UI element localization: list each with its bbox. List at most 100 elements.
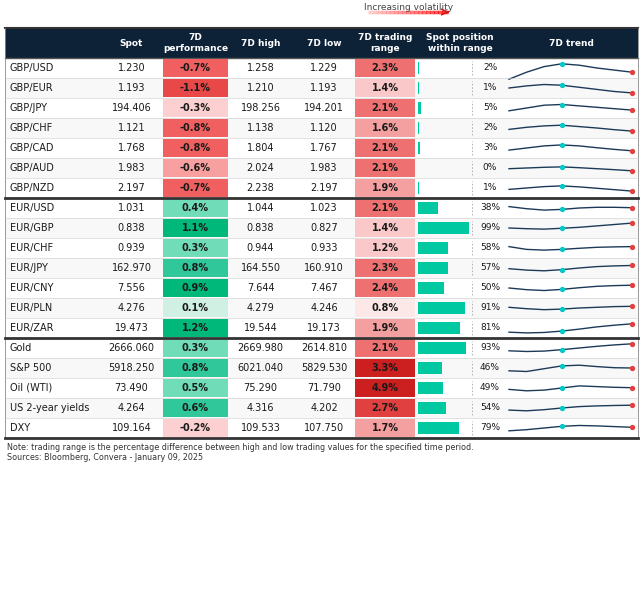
Bar [355,119,415,137]
Bar [163,199,228,217]
Text: EUR/JPY: EUR/JPY [10,263,48,273]
Text: 38%: 38% [480,203,500,212]
Text: EUR/GBP: EUR/GBP [10,223,53,233]
Bar [418,322,460,334]
Text: 2.238: 2.238 [247,183,275,193]
Text: -0.2%: -0.2% [180,423,211,433]
Bar [163,339,228,357]
Bar [418,402,446,414]
Text: DXY: DXY [10,423,30,433]
Text: 0.827: 0.827 [310,223,338,233]
Text: 7.556: 7.556 [118,283,145,293]
Text: 75.290: 75.290 [244,383,278,393]
Text: 0.5%: 0.5% [182,383,209,393]
Bar [5,398,638,418]
Text: US 2-year yields: US 2-year yields [10,403,89,413]
Bar [355,339,415,357]
Text: 0.933: 0.933 [311,243,338,253]
Text: 2.7%: 2.7% [372,403,399,413]
Text: EUR/PLN: EUR/PLN [10,303,52,313]
Text: 2.1%: 2.1% [372,163,399,173]
Text: 2.1%: 2.1% [372,343,399,353]
Text: GBP/EUR: GBP/EUR [10,83,53,93]
Bar [355,239,415,257]
Text: 164.550: 164.550 [240,263,280,273]
Text: EUR/USD: EUR/USD [10,203,54,213]
Bar [355,99,415,117]
Text: 0.1%: 0.1% [182,303,209,313]
Bar [418,102,421,114]
Text: Gold: Gold [10,343,32,353]
Bar [418,202,438,214]
Text: 4.279: 4.279 [247,303,275,313]
Text: 0.4%: 0.4% [182,203,209,213]
Bar [163,419,228,437]
Bar [5,198,638,218]
Text: 1.193: 1.193 [311,83,338,93]
Text: 5829.530: 5829.530 [301,363,347,373]
Text: 2%: 2% [483,64,497,73]
Text: 4.276: 4.276 [118,303,145,313]
Text: 109.164: 109.164 [112,423,151,433]
Text: 73.490: 73.490 [114,383,149,393]
Text: 58%: 58% [480,243,500,252]
Text: 1%: 1% [483,183,497,192]
Text: 2614.810: 2614.810 [301,343,347,353]
Text: Oil (WTI): Oil (WTI) [10,383,52,393]
Bar [5,138,638,158]
Text: 0.838: 0.838 [247,223,275,233]
Bar [355,279,415,297]
Bar [163,79,228,97]
Bar [5,58,638,78]
Text: 1.9%: 1.9% [372,323,399,333]
Bar [418,282,444,294]
Bar [5,258,638,278]
Bar [355,59,415,77]
Text: 81%: 81% [480,324,500,333]
Bar [418,62,419,74]
Text: 1.258: 1.258 [247,63,275,73]
Text: 5%: 5% [483,103,497,113]
Text: 19.544: 19.544 [244,323,277,333]
Text: 0.9%: 0.9% [182,283,209,293]
Text: 7D trading
range: 7D trading range [358,33,412,53]
Bar [418,342,466,354]
Bar [163,139,228,157]
Bar [5,158,638,178]
Text: 4.246: 4.246 [310,303,338,313]
Text: Sources: Bloomberg, Convera - January 09, 2025: Sources: Bloomberg, Convera - January 09… [7,453,203,462]
Text: 50%: 50% [480,284,500,292]
Bar [418,422,459,434]
Text: EUR/CNY: EUR/CNY [10,283,53,293]
Text: 93%: 93% [480,344,500,353]
Bar [163,99,228,117]
Text: Spot: Spot [120,39,143,48]
Text: 2.197: 2.197 [118,183,145,193]
Bar [5,98,638,118]
Text: 194.201: 194.201 [304,103,344,113]
Text: 0.838: 0.838 [118,223,145,233]
Text: 198.256: 198.256 [240,103,280,113]
Text: 1.983: 1.983 [311,163,338,173]
Text: 91%: 91% [480,304,500,313]
Bar [5,218,638,238]
Text: 1.230: 1.230 [118,63,145,73]
Text: 0.8%: 0.8% [182,363,209,373]
Bar [355,179,415,197]
Text: 194.406: 194.406 [112,103,151,113]
Bar [163,239,228,257]
Text: 0.6%: 0.6% [182,403,209,413]
Text: 162.970: 162.970 [111,263,152,273]
Bar [355,139,415,157]
Text: -0.7%: -0.7% [180,63,211,73]
Text: 19.173: 19.173 [307,323,341,333]
Text: -0.8%: -0.8% [180,123,211,133]
Bar [418,382,444,394]
Text: GBP/JPY: GBP/JPY [10,103,48,113]
Bar [355,419,415,437]
Text: 2.197: 2.197 [310,183,338,193]
Bar [5,118,638,138]
Text: 0.944: 0.944 [247,243,275,253]
Bar [418,262,448,274]
Text: 2.1%: 2.1% [372,203,399,213]
